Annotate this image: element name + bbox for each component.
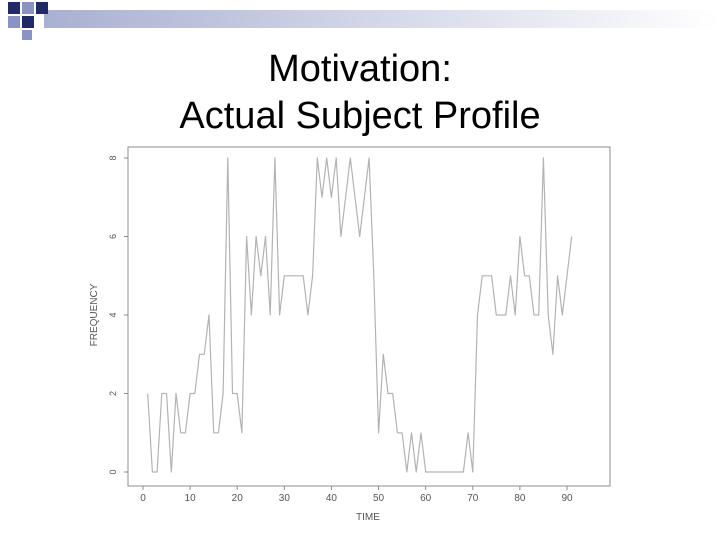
y-tick-label: 6 <box>108 234 118 239</box>
x-tick-label: 90 <box>561 493 573 504</box>
x-tick-label: 50 <box>373 493 385 504</box>
header-band <box>44 10 720 28</box>
y-axis-label: FREQUENCY <box>89 283 100 346</box>
x-tick-label: 80 <box>514 493 526 504</box>
deco-square-3 <box>36 2 48 14</box>
x-tick-label: 20 <box>232 493 244 504</box>
x-axis: 0 10 20 30 40 50 60 70 80 90 <box>140 486 573 504</box>
slide-title-line2: Actual Subject Profile <box>179 95 541 137</box>
x-tick-label: 40 <box>326 493 338 504</box>
series-line <box>147 157 573 473</box>
deco-square-2 <box>22 2 34 14</box>
deco-square-4 <box>8 16 20 28</box>
x-tick-label: 70 <box>467 493 479 504</box>
y-axis: 0 2 4 6 8 <box>108 155 128 475</box>
deco-square-5 <box>22 16 34 28</box>
x-tick-label: 0 <box>140 493 146 504</box>
slide-header-decoration <box>8 2 720 40</box>
series-layer <box>147 157 573 473</box>
slide-title-line1: Motivation: <box>268 48 452 90</box>
plot-frame <box>127 146 611 487</box>
x-tick-label: 30 <box>279 493 291 504</box>
y-tick-label: 8 <box>108 155 118 160</box>
plot-border <box>127 146 611 487</box>
x-tick-label: 60 <box>420 493 432 504</box>
deco-square-6 <box>22 30 32 40</box>
x-axis-label: TIME <box>356 512 380 523</box>
y-tick-label: 4 <box>108 312 118 317</box>
deco-square-1 <box>8 2 20 14</box>
y-tick-label: 0 <box>108 469 118 474</box>
x-tick-label: 10 <box>185 493 197 504</box>
y-tick-label: 2 <box>108 391 118 396</box>
